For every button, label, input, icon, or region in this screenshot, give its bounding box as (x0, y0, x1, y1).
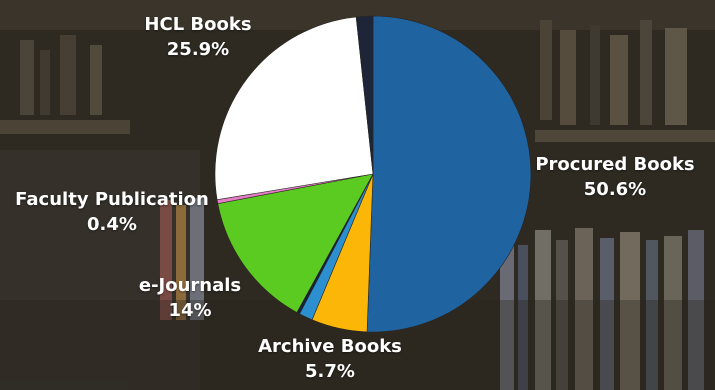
archive-books-value: 5.7% (305, 361, 355, 382)
slice-label-procured-books: Procured Books 50.6% (520, 152, 710, 202)
slice-label-faculty-publication: Faculty Publication 0.4% (2, 187, 222, 237)
procured-books-value: 50.6% (583, 179, 647, 200)
faculty-publication-value: 0.4% (87, 214, 137, 235)
procured-books-label: Procured Books (535, 154, 695, 175)
e-journals-label: e-Journals (138, 275, 242, 296)
slice-label-e-journals: e-Journals 14% (120, 273, 260, 323)
hcl-books-label: HCL Books (144, 14, 252, 35)
pie-slice-hcl-books (214, 16, 374, 201)
pie-slice-unlabeled-7 (355, 15, 374, 175)
archive-books-label: Archive Books (258, 336, 402, 357)
faculty-publication-label: Faculty Publication (15, 189, 209, 210)
slice-label-archive-books: Archive Books 5.7% (240, 334, 420, 384)
pie-slice-procured-books (366, 15, 532, 333)
e-journals-value: 14% (168, 300, 212, 321)
hcl-books-value: 25.9% (166, 39, 230, 60)
slice-label-hcl-books: HCL Books 25.9% (118, 12, 278, 62)
pie-slice-e-journals (217, 173, 374, 313)
